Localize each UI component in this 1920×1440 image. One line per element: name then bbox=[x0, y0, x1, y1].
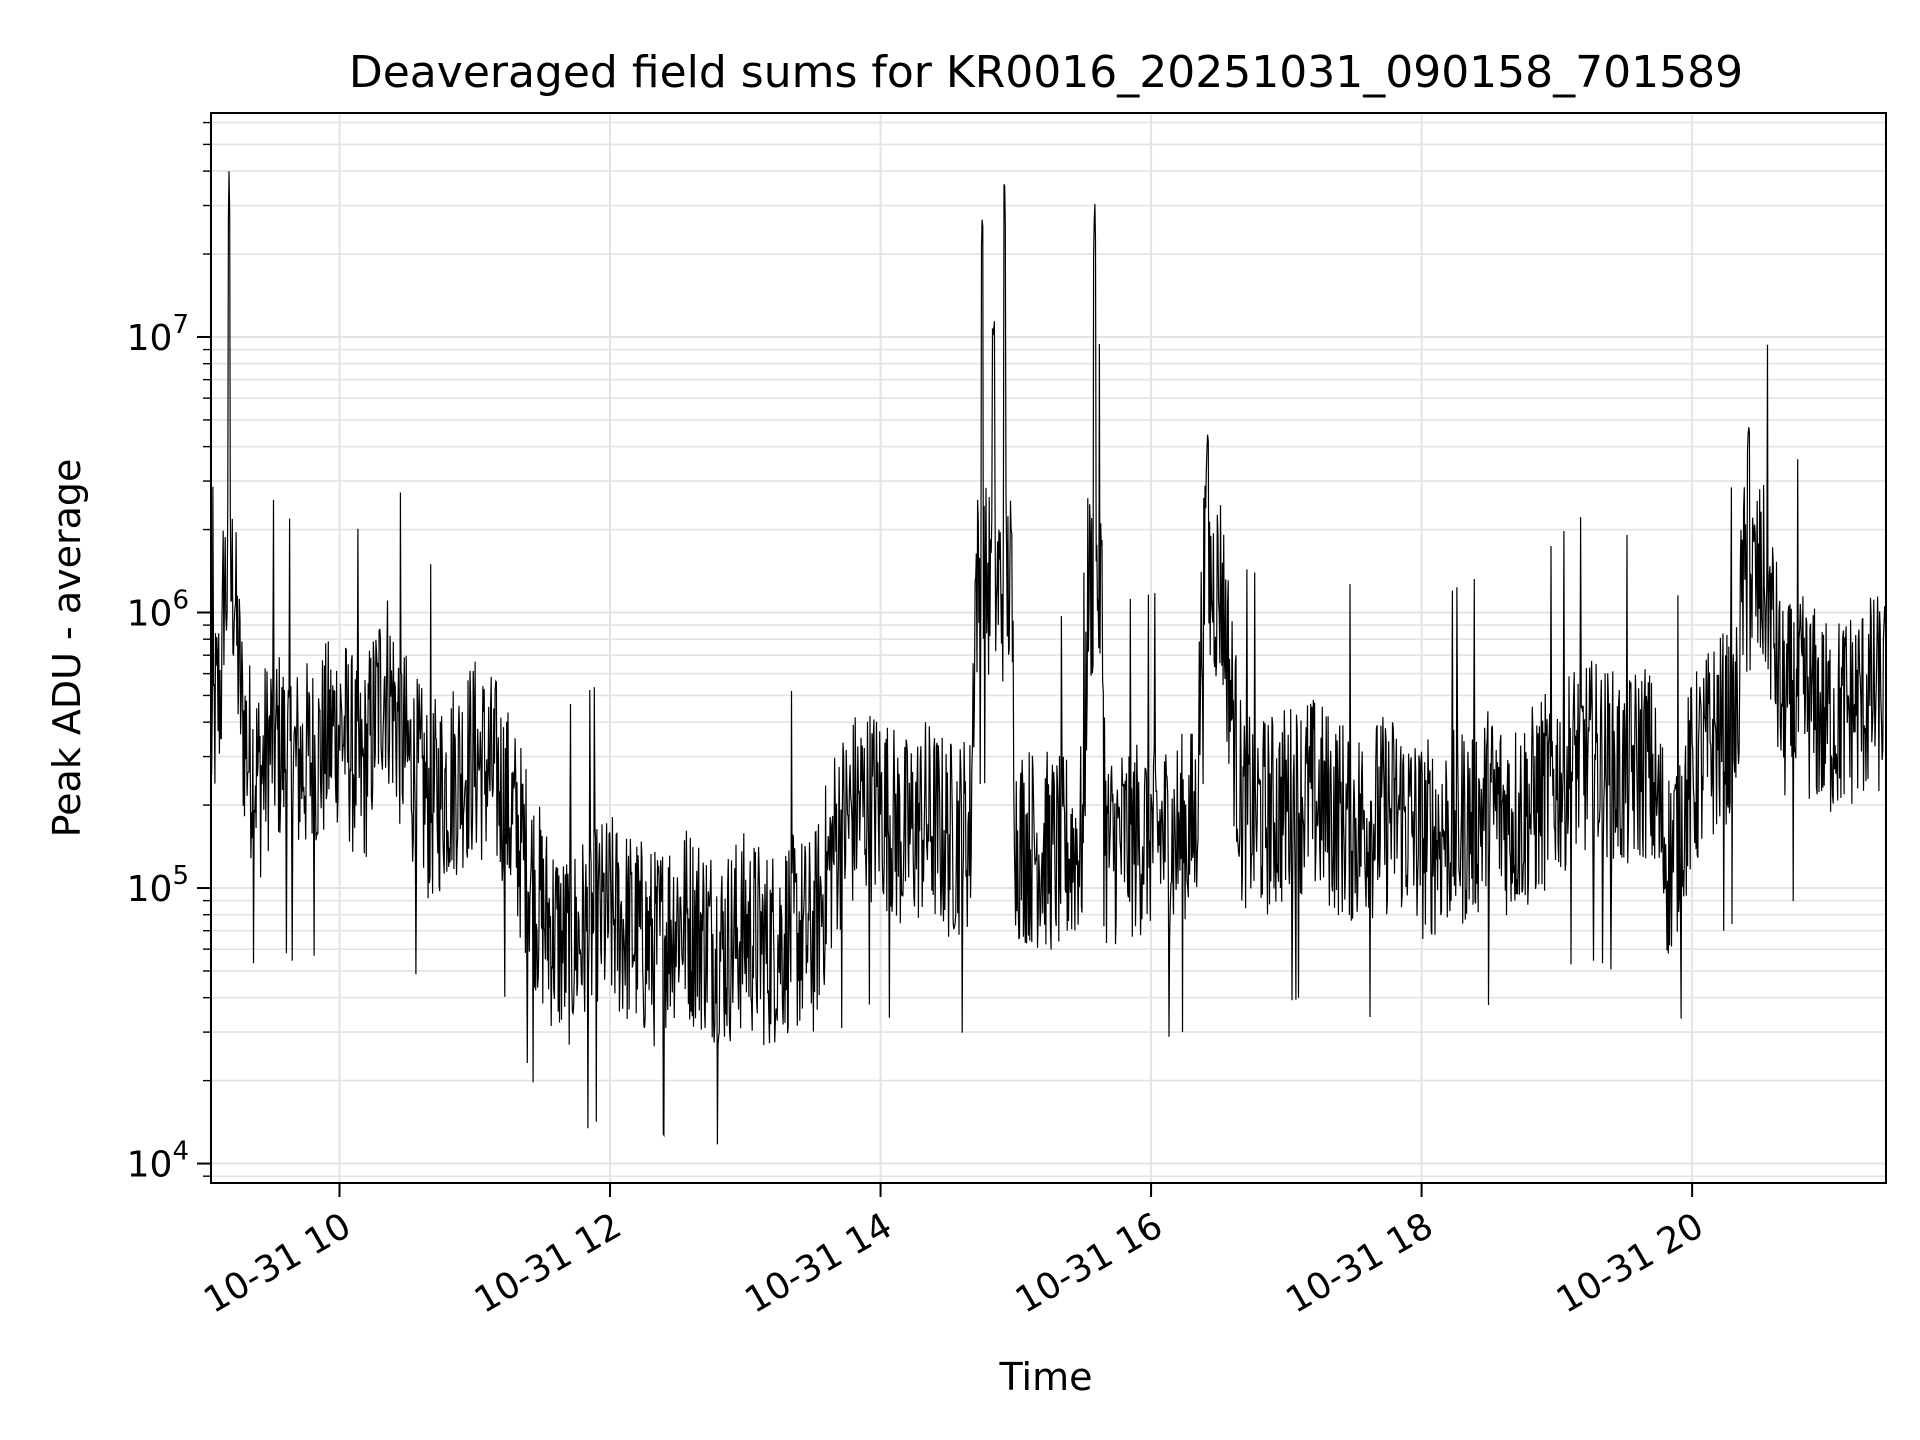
y-tick-label: 104 bbox=[127, 1137, 189, 1186]
y-axis-ticks: 104 105 106 107 bbox=[127, 121, 211, 1186]
y-tick-label: 107 bbox=[127, 310, 189, 359]
x-axis-label: Time bbox=[999, 1355, 1093, 1399]
series-group bbox=[210, 171, 1887, 1145]
chart-title: Deaveraged field sums for KR0016_2025103… bbox=[349, 47, 1743, 98]
plot-frame bbox=[210, 112, 1887, 1184]
grid-major bbox=[211, 113, 1886, 1183]
series-line bbox=[210, 171, 1887, 1145]
y-tick-label: 106 bbox=[127, 586, 189, 635]
y-tick-label: 105 bbox=[127, 861, 189, 910]
y-axis-label: Peak ADU - average bbox=[45, 459, 89, 838]
